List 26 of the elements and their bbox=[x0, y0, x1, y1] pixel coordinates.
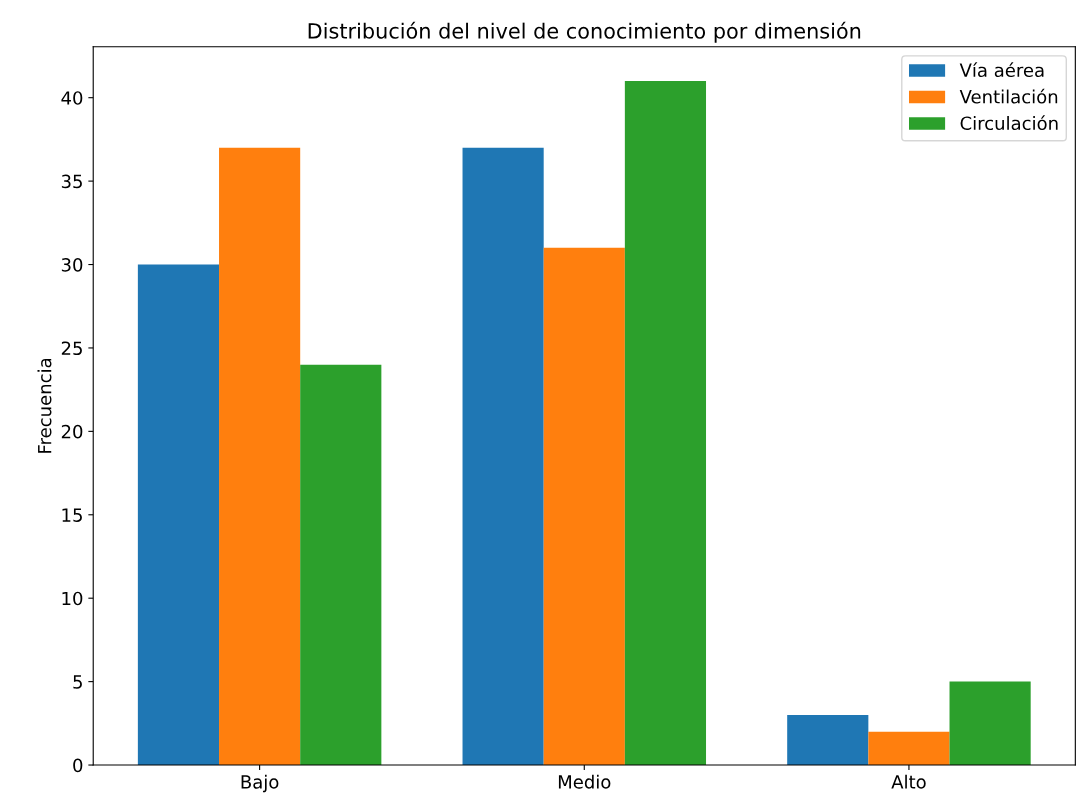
bar bbox=[300, 364, 382, 766]
x-tick-label: Bajo bbox=[241, 774, 279, 793]
y-tick-label: 20 bbox=[61, 424, 83, 439]
y-axis-title: Frecuencia bbox=[37, 358, 52, 453]
y-tick-label: 10 bbox=[62, 591, 83, 606]
y-tick-label: 25 bbox=[61, 341, 82, 356]
chart-title: Distribución del nivel de conocimiento por dimensión bbox=[308, 21, 861, 43]
y-tick-label: 15 bbox=[62, 508, 82, 522]
y-tick-label: 5 bbox=[73, 675, 82, 689]
legend-label: Vía aérea bbox=[959, 62, 1044, 78]
bar bbox=[543, 247, 625, 766]
legend-label: Ventilación bbox=[959, 88, 1058, 104]
x-tick-label: Alto bbox=[891, 774, 926, 789]
y-tick-label: 40 bbox=[61, 91, 83, 105]
bar bbox=[624, 81, 707, 766]
y-tick-label: 30 bbox=[61, 257, 83, 272]
bar bbox=[949, 681, 1031, 766]
y-tick-label: 35 bbox=[61, 174, 82, 189]
bar bbox=[462, 147, 544, 766]
bar bbox=[868, 731, 950, 766]
y-tick-label: 0 bbox=[73, 758, 83, 773]
bar bbox=[137, 264, 220, 766]
x-tick-label: Medio bbox=[558, 774, 611, 789]
bar bbox=[787, 714, 869, 766]
bar bbox=[219, 147, 301, 766]
legend-label: Circulación bbox=[960, 115, 1058, 131]
